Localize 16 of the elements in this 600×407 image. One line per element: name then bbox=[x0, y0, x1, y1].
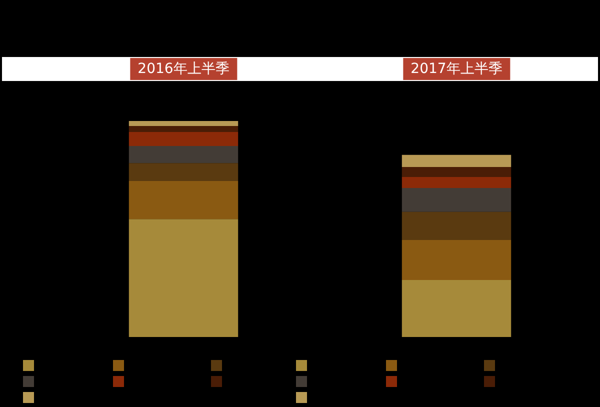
bar bbox=[402, 167, 512, 177]
bar bbox=[402, 176, 512, 188]
bar bbox=[128, 121, 238, 126]
bar bbox=[128, 126, 238, 132]
bar bbox=[402, 154, 512, 168]
bar bbox=[128, 146, 238, 164]
bar bbox=[128, 219, 238, 337]
bar bbox=[402, 280, 512, 337]
bar bbox=[402, 212, 512, 240]
bar bbox=[402, 240, 512, 280]
bar bbox=[128, 163, 238, 182]
bar bbox=[402, 188, 512, 212]
x-tick-label: 2017年上半季 bbox=[402, 58, 510, 80]
bar bbox=[128, 181, 238, 220]
x-tick-label: 2016年上半季 bbox=[130, 58, 238, 80]
bar bbox=[128, 132, 238, 146]
